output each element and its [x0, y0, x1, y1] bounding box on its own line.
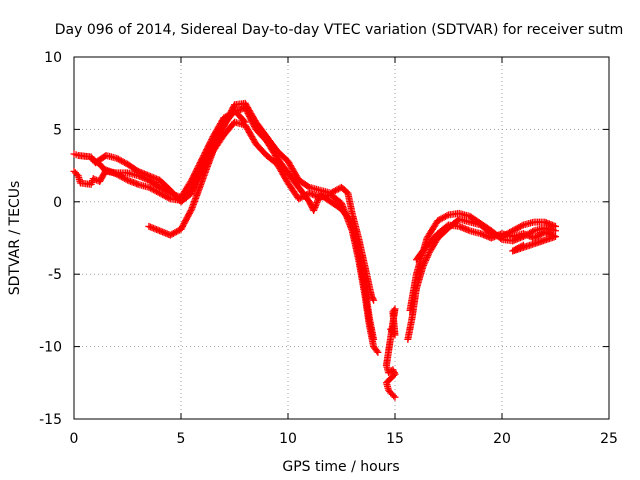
y-tick-label: -15 — [39, 412, 62, 428]
data-point-fill — [536, 231, 544, 239]
data-point-fill — [153, 187, 161, 195]
data-point-fill — [114, 155, 122, 163]
data-point — [113, 154, 121, 162]
x-tick-label: 15 — [386, 431, 404, 447]
data-point-fill — [515, 244, 523, 252]
data-point-fill — [328, 188, 336, 196]
data-point-fill — [146, 184, 154, 192]
data-point-fill — [157, 184, 165, 192]
x-tick-label: 5 — [177, 431, 186, 447]
x-tick-label: 20 — [493, 431, 511, 447]
data-point-fill — [171, 229, 179, 237]
y-tick-label: -5 — [48, 267, 62, 283]
x-tick-labels: 0 5 10 15 20 25 — [70, 431, 618, 447]
data-point-fill — [91, 175, 99, 183]
data-point-fill — [443, 212, 451, 220]
axis-ticks — [73, 56, 610, 420]
y-tick-label: 0 — [53, 195, 62, 211]
data-point-fill — [515, 223, 523, 231]
data-point-fill — [373, 347, 381, 355]
grid — [74, 57, 609, 419]
data-point-fill — [168, 230, 176, 238]
data-point-fill — [174, 227, 182, 235]
data-point-fill — [533, 232, 541, 240]
data-point-fill — [538, 230, 546, 238]
data-point-fill — [330, 187, 338, 195]
data-point-fill — [148, 185, 156, 193]
data-point-fill — [120, 158, 128, 166]
data-point-fill — [532, 233, 540, 241]
data-point-fill — [119, 158, 127, 166]
chart-title: Day 096 of 2014, Sidereal Day-to-day VTE… — [55, 22, 624, 38]
data-point — [519, 241, 527, 249]
data-point-fill — [390, 392, 398, 400]
data-point — [145, 183, 153, 191]
data-point-fill — [159, 185, 167, 193]
data-point — [370, 335, 378, 343]
data-point-fill — [518, 242, 526, 250]
data-point-fill — [165, 188, 173, 196]
data-point — [166, 231, 174, 239]
data-point-fill — [169, 229, 177, 237]
data-point-fill — [510, 226, 518, 234]
data-point-fill — [119, 174, 127, 182]
data-point-fill — [513, 224, 521, 232]
data-point-fill — [172, 228, 180, 236]
data-point-fill — [513, 245, 521, 253]
y-tick-label: 5 — [53, 122, 62, 138]
x-tick-label: 25 — [600, 431, 618, 447]
data-point-fill — [162, 187, 170, 195]
data-point-fill — [369, 295, 377, 303]
x-tick-label: 0 — [70, 431, 79, 447]
data-point-fill — [151, 187, 159, 195]
data-point-fill — [116, 156, 124, 164]
data-point-fill — [535, 232, 543, 240]
data-point-fill — [331, 187, 339, 195]
y-tick-label: 10 — [44, 50, 62, 66]
plot-frame — [73, 56, 610, 420]
data-point-fill — [163, 187, 171, 195]
y-tick-label: -10 — [39, 340, 62, 356]
y-tick-labels: -15 -10 -5 0 5 10 — [39, 50, 62, 428]
data-point-fill — [516, 223, 524, 231]
data-point — [295, 195, 303, 203]
data-point-fill — [512, 225, 520, 233]
data-point — [241, 118, 249, 126]
data-point-fill — [425, 250, 433, 258]
data-point-fill — [440, 213, 448, 221]
data-point — [391, 393, 399, 401]
data-point-fill — [117, 157, 125, 165]
data-point-fill — [296, 194, 304, 202]
data-point-fill — [333, 186, 341, 194]
data-point-fill — [117, 173, 125, 181]
x-tick-label: 10 — [279, 431, 297, 447]
data-point-fill — [437, 215, 445, 223]
data-point-fill — [304, 182, 312, 190]
data-point — [374, 348, 382, 356]
data-point-fill — [154, 188, 162, 196]
data-points — [70, 99, 559, 401]
data-point — [156, 183, 164, 191]
data-point-fill — [516, 243, 524, 251]
data-point-fill — [240, 117, 248, 125]
data-point — [370, 296, 378, 304]
data-point-fill — [149, 186, 157, 194]
data-point-fill — [435, 216, 443, 224]
data-point — [327, 189, 335, 197]
data-point — [89, 175, 97, 183]
data-point — [434, 217, 442, 225]
data-point-fill — [122, 175, 130, 183]
data-point-fill — [510, 246, 518, 254]
x-axis-label: GPS time / hours — [282, 459, 399, 475]
data-point — [509, 247, 517, 255]
data-point-fill — [160, 186, 168, 194]
data-point-fill — [518, 222, 526, 230]
y-axis-label: SDTVAR / TECUs — [7, 181, 23, 296]
data-point-fill — [441, 212, 449, 220]
data-point-fill — [438, 214, 446, 222]
data-point-fill — [512, 245, 520, 253]
